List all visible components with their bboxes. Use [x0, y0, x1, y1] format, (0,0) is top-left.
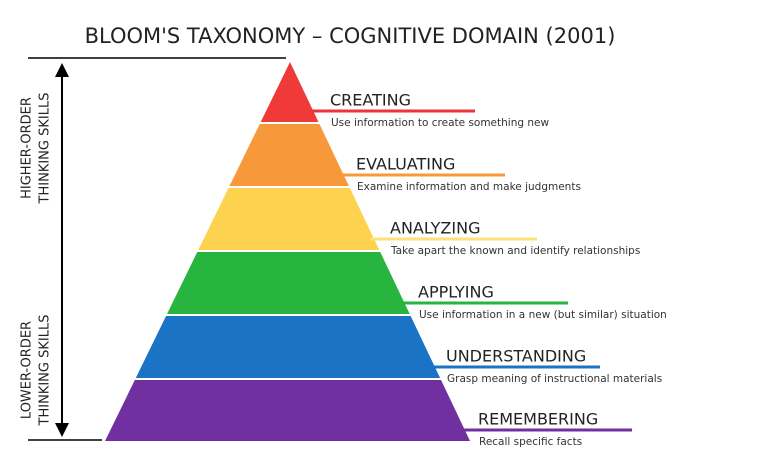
pyramid-level — [167, 252, 410, 314]
level-name: REMEMBERING — [478, 410, 598, 429]
side-label: HIGHER-ORDER — [20, 97, 35, 199]
pyramid-level — [135, 316, 441, 378]
level-description: Take apart the known and identify relati… — [390, 245, 640, 257]
level-name: CREATING — [330, 91, 411, 110]
pyramid-level — [260, 62, 319, 122]
level-name: UNDERSTANDING — [446, 347, 586, 366]
level-name: ANALYZING — [390, 219, 480, 238]
side-label: THINKING SKILLS — [38, 315, 53, 427]
level-description: Examine information and make judgments — [357, 181, 581, 193]
level-description: Use information to create something new — [331, 117, 549, 129]
level-name: EVALUATING — [356, 155, 455, 174]
side-label: THINKING SKILLS — [38, 93, 53, 205]
level-description: Grasp meaning of instructional materials — [447, 373, 662, 385]
pyramid-level — [198, 188, 380, 250]
level-name: APPLYING — [418, 283, 494, 302]
pyramid-level — [105, 380, 471, 441]
pyramid-level — [229, 124, 349, 186]
level-description: Use information in a new (but similar) s… — [419, 309, 667, 321]
level-description: Recall specific facts — [479, 436, 582, 448]
side-label: LOWER-ORDER — [20, 321, 35, 419]
title: BLOOM'S TAXONOMY – COGNITIVE DOMAIN (200… — [85, 24, 616, 48]
lower-label: LOWER-ORDER THINKING SKILLS — [20, 315, 53, 427]
higher-label: HIGHER-ORDER THINKING SKILLS — [20, 93, 53, 205]
